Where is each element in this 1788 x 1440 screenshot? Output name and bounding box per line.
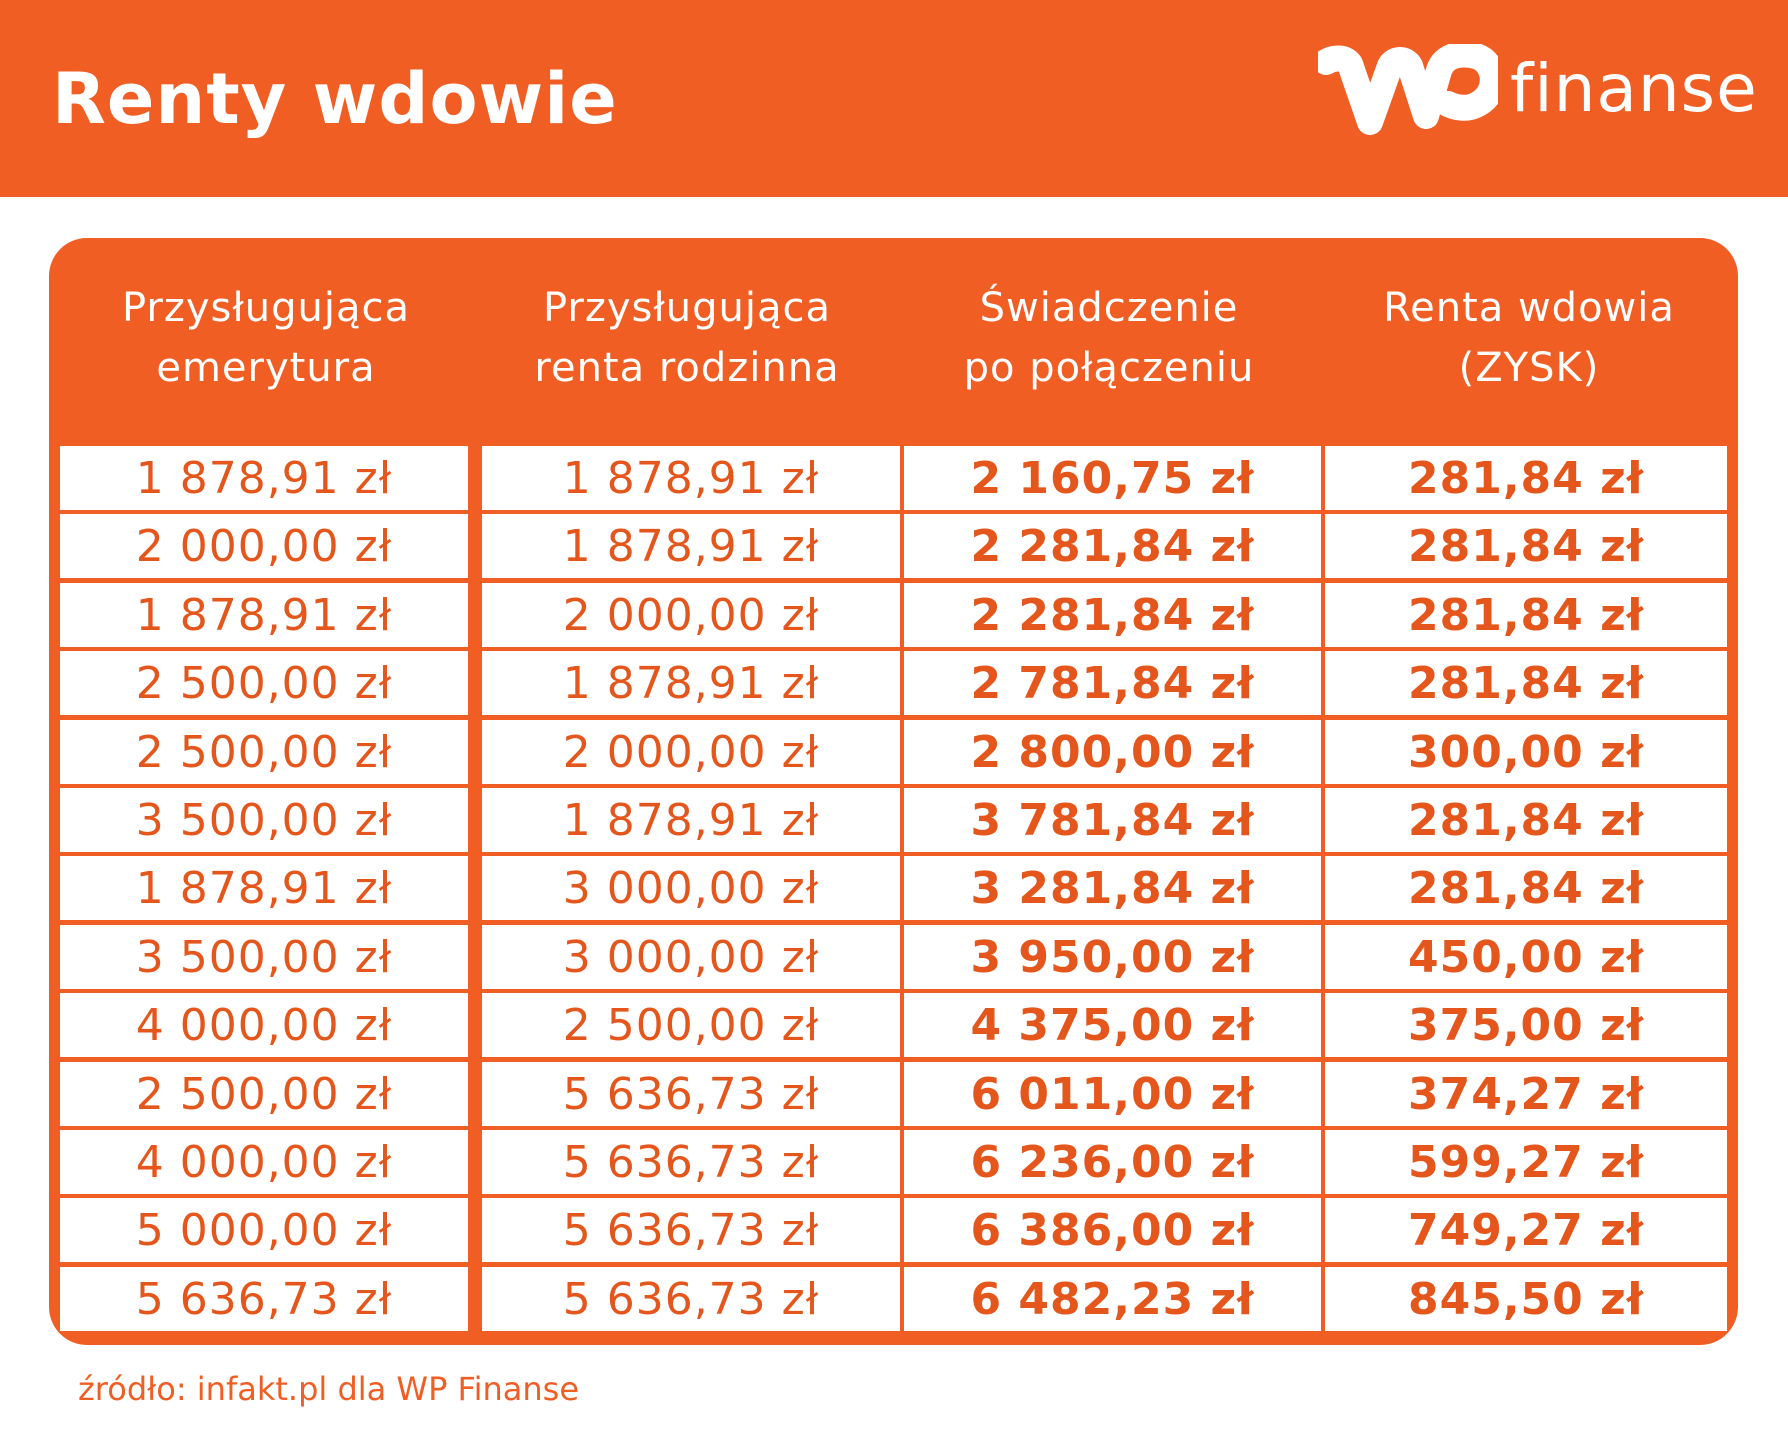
table-cell: 6 482,23 zł <box>904 1267 1321 1331</box>
table-cell: 3 950,00 zł <box>904 925 1321 989</box>
table-cell: 1 878,91 zł <box>482 446 900 510</box>
table-cell: 374,27 zł <box>1325 1062 1727 1126</box>
table-cell: 3 500,00 zł <box>60 925 468 989</box>
table-body: 1 878,91 zł 1 878,91 zł 2 160,75 zł 281,84 … <box>60 446 1727 1334</box>
pension-table: Przysługująca emerytura Przysługująca re… <box>49 238 1738 1345</box>
table-cell: 5 000,00 zł <box>60 1198 468 1262</box>
source-note: źródło: infakt.pl dla WP Finanse <box>78 1370 580 1408</box>
table-cell: 450,00 zł <box>1325 925 1727 989</box>
table-cell: 1 878,91 zł <box>482 651 900 715</box>
table-cell: 5 636,73 zł <box>482 1198 900 1262</box>
table-row: 2 500,00 zł 2 000,00 zł 2 800,00 zł 300,00 … <box>60 720 1727 784</box>
table-cell: 281,84 zł <box>1325 788 1727 852</box>
table-cell: 3 000,00 zł <box>482 856 900 920</box>
column-header-line: Renta wdowia <box>1383 285 1675 331</box>
table-cell: 1 878,91 zł <box>60 583 468 647</box>
column-header-line: Przysługująca <box>543 285 831 331</box>
column-header-line: po połączeniu <box>963 345 1255 391</box>
table-row: 1 878,91 zł 1 878,91 zł 2 160,75 zł 281,84 … <box>60 446 1727 510</box>
table-cell: 6 011,00 zł <box>904 1062 1321 1126</box>
table-row: 3 500,00 zł 1 878,91 zł 3 781,84 zł 281,84 … <box>60 788 1727 852</box>
table-cell: 2 800,00 zł <box>904 720 1321 784</box>
table-cell: 6 236,00 zł <box>904 1130 1321 1194</box>
header-bar: Renty wdowie finanse <box>0 0 1788 197</box>
table-cell: 749,27 zł <box>1325 1198 1727 1262</box>
table-row: 2 500,00 zł 5 636,73 zł 6 011,00 zł 374,27 … <box>60 1062 1727 1126</box>
table-row: 5 000,00 zł 5 636,73 zł 6 386,00 zł 749,27 … <box>60 1198 1727 1262</box>
table-cell: 2 000,00 zł <box>60 514 468 578</box>
column-header-line: emerytura <box>156 345 376 391</box>
table-cell: 6 386,00 zł <box>904 1198 1321 1262</box>
table-row: 2 500,00 zł 1 878,91 zł 2 781,84 zł 281,84 … <box>60 651 1727 715</box>
column-header-line: (ZYSK) <box>1458 345 1600 391</box>
table-cell: 4 000,00 zł <box>60 1130 468 1194</box>
table-cell: 5 636,73 zł <box>482 1267 900 1331</box>
table-row: 3 500,00 zł 3 000,00 zł 3 950,00 zł 450,00 … <box>60 925 1727 989</box>
table-row: 4 000,00 zł 2 500,00 zł 4 375,00 zł 375,00 … <box>60 993 1727 1057</box>
table-cell: 5 636,73 zł <box>482 1062 900 1126</box>
table-cell: 281,84 zł <box>1325 583 1727 647</box>
table-cell: 4 000,00 zł <box>60 993 468 1057</box>
table-cell: 3 281,84 zł <box>904 856 1321 920</box>
table-cell: 2 500,00 zł <box>482 993 900 1057</box>
column-header-renta-wdowia: Renta wdowia (ZYSK) <box>1319 278 1739 418</box>
wp-finanse-logo: finanse <box>1318 44 1758 154</box>
table-cell: 300,00 zł <box>1325 720 1727 784</box>
table-row: 5 636,73 zł 5 636,73 zł 6 482,23 zł 845,50 … <box>60 1267 1727 1331</box>
column-header-emerytura: Przysługująca emerytura <box>56 278 476 418</box>
page-title: Renty wdowie <box>52 58 618 140</box>
table-row: 1 878,91 zł 3 000,00 zł 3 281,84 zł 281,84 … <box>60 856 1727 920</box>
table-row: 4 000,00 zł 5 636,73 zł 6 236,00 zł 599,27 … <box>60 1130 1727 1194</box>
table-cell: 3 000,00 zł <box>482 925 900 989</box>
table-cell: 2 781,84 zł <box>904 651 1321 715</box>
table-row: 1 878,91 zł 2 000,00 zł 2 281,84 zł 281,84 … <box>60 583 1727 647</box>
column-header-renta-rodzinna: Przysługująca renta rodzinna <box>477 278 897 418</box>
table-cell: 845,50 zł <box>1325 1267 1727 1331</box>
table-cell: 1 878,91 zł <box>60 856 468 920</box>
table-row: 2 000,00 zł 1 878,91 zł 2 281,84 zł 281,84 … <box>60 514 1727 578</box>
table-cell: 4 375,00 zł <box>904 993 1321 1057</box>
table-cell: 1 878,91 zł <box>482 788 900 852</box>
table-cell: 2 281,84 zł <box>904 583 1321 647</box>
table-cell: 2 500,00 zł <box>60 720 468 784</box>
table-cell: 3 500,00 zł <box>60 788 468 852</box>
table-cell: 5 636,73 zł <box>60 1267 468 1331</box>
table-header: Przysługująca emerytura Przysługująca re… <box>49 238 1738 446</box>
table-cell: 281,84 zł <box>1325 651 1727 715</box>
table-cell: 281,84 zł <box>1325 446 1727 510</box>
table-cell: 2 281,84 zł <box>904 514 1321 578</box>
table-cell: 375,00 zł <box>1325 993 1727 1057</box>
table-cell: 281,84 zł <box>1325 514 1727 578</box>
table-cell: 2 000,00 zł <box>482 720 900 784</box>
table-cell: 2 500,00 zł <box>60 651 468 715</box>
table-cell: 2 500,00 zł <box>60 1062 468 1126</box>
table-cell: 599,27 zł <box>1325 1130 1727 1194</box>
table-cell: 2 000,00 zł <box>482 583 900 647</box>
table-cell: 2 160,75 zł <box>904 446 1321 510</box>
column-header-line: renta rodzinna <box>534 345 840 391</box>
column-header-swiadczenie: Świadczenie po połączeniu <box>899 278 1319 418</box>
column-header-line: Świadczenie <box>979 285 1239 331</box>
wp-logo-mark-icon <box>1318 44 1498 135</box>
table-cell: 1 878,91 zł <box>60 446 468 510</box>
table-cell: 281,84 zł <box>1325 856 1727 920</box>
table-cell: 3 781,84 zł <box>904 788 1321 852</box>
column-header-line: Przysługująca <box>122 285 410 331</box>
table-cell: 5 636,73 zł <box>482 1130 900 1194</box>
logo-text: finanse <box>1510 50 1758 127</box>
table-cell: 1 878,91 zł <box>482 514 900 578</box>
